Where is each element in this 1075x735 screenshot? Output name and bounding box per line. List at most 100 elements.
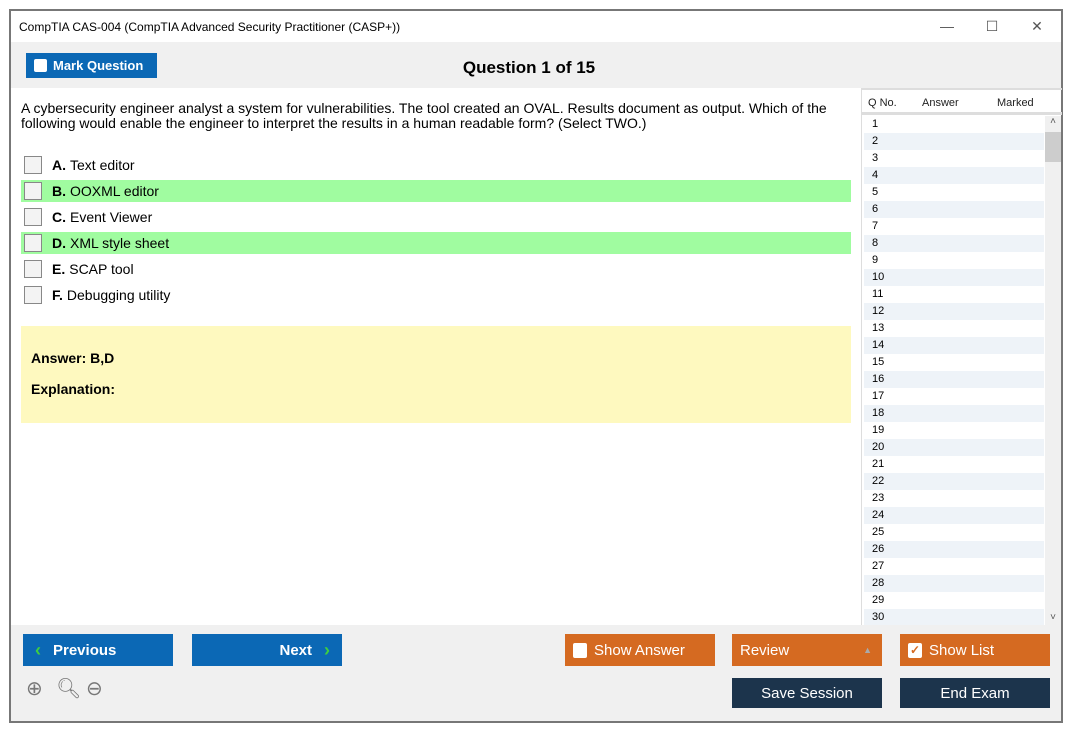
- list-row[interactable]: 23: [872, 492, 885, 504]
- scrollbar[interactable]: ˄ ˅: [1045, 116, 1061, 625]
- option-letter: F.: [52, 287, 63, 303]
- col-qno[interactable]: Q No.: [868, 97, 897, 109]
- chevron-right-icon: ›: [324, 639, 330, 660]
- option-text: Debugging utility: [66, 287, 171, 303]
- show-answer-label: Show Answer: [594, 641, 685, 659]
- end-exam-button[interactable]: End Exam: [900, 678, 1050, 708]
- list-row[interactable]: 12: [864, 303, 1044, 320]
- list-row[interactable]: 15: [872, 356, 885, 368]
- answer-option[interactable]: D. XML style sheet: [21, 232, 851, 254]
- list-row[interactable]: 9: [872, 254, 879, 266]
- option-checkbox[interactable]: [24, 234, 42, 252]
- list-row[interactable]: 2: [864, 133, 1044, 150]
- zoom-in-icon[interactable]: ⊕: [26, 678, 43, 700]
- list-row[interactable]: 6: [864, 201, 1044, 218]
- answer-option[interactable]: F. Debugging utility: [21, 284, 851, 306]
- list-row[interactable]: 13: [872, 322, 885, 334]
- list-row[interactable]: 19: [872, 424, 885, 436]
- review-label: Review: [740, 641, 790, 659]
- answer-option[interactable]: C. Event Viewer: [21, 206, 851, 228]
- option-text: SCAP tool: [69, 261, 134, 277]
- next-label: Next: [279, 641, 312, 659]
- show-list-label: Show List: [929, 641, 995, 659]
- header: Mark Question Question 1 of 15: [11, 42, 1061, 88]
- list-row[interactable]: 28: [864, 575, 1044, 592]
- show-list-button[interactable]: ✓ Show List: [900, 634, 1050, 666]
- answer-option[interactable]: E. SCAP tool: [21, 258, 851, 280]
- question-title: Question 1 of 15: [462, 58, 596, 77]
- list-row[interactable]: 30: [864, 609, 1044, 626]
- list-row[interactable]: 21: [872, 458, 885, 470]
- caret-up-icon: ▲: [863, 645, 872, 655]
- list-row[interactable]: 22: [864, 473, 1044, 490]
- save-session-button[interactable]: Save Session: [732, 678, 882, 708]
- zoom-out-icon[interactable]: ⊖: [86, 678, 103, 700]
- scroll-thumb[interactable]: [1045, 132, 1061, 162]
- previous-button[interactable]: ‹ Previous: [23, 634, 173, 666]
- option-text: Event Viewer: [70, 209, 153, 225]
- list-row[interactable]: 24: [864, 507, 1044, 524]
- col-answer[interactable]: Answer: [922, 97, 959, 109]
- mark-question-label: Mark Question: [53, 58, 144, 73]
- checkbox-icon: [34, 59, 47, 72]
- minimize-button[interactable]: —: [940, 18, 954, 34]
- option-letter: D.: [52, 235, 66, 251]
- option-letter: C.: [52, 209, 66, 225]
- list-row[interactable]: 4: [864, 167, 1044, 184]
- close-button[interactable]: ✕: [1031, 18, 1043, 34]
- list-row[interactable]: 16: [864, 371, 1044, 388]
- option-checkbox[interactable]: [24, 208, 42, 226]
- answer-label: Answer: B,D: [31, 350, 115, 366]
- option-letter: A.: [52, 157, 66, 173]
- list-row[interactable]: 1: [872, 118, 879, 130]
- list-row[interactable]: 5: [872, 186, 879, 198]
- list-header: Q No. Answer Marked: [862, 88, 1062, 115]
- list-row[interactable]: 18: [864, 405, 1044, 422]
- footer: ‹ Previous Next › Show Answer Review ▲ ✓ Sho…: [11, 625, 1061, 721]
- option-text: XML style sheet: [70, 235, 170, 251]
- previous-label: Previous: [53, 641, 117, 659]
- option-letter: B.: [52, 183, 66, 199]
- list-row[interactable]: 11: [872, 288, 884, 300]
- list-row[interactable]: 14: [864, 337, 1044, 354]
- mark-question-button[interactable]: Mark Question: [26, 53, 157, 78]
- answer-option[interactable]: B. OOXML editor: [21, 180, 851, 202]
- question-list: Q No. Answer Marked 1 2 3 4 5 6 7 8 9 10 11 12 13 14 1…: [861, 88, 1062, 626]
- list-row[interactable]: 10: [864, 269, 1044, 286]
- option-letter: E.: [52, 261, 66, 277]
- list-row[interactable]: 17: [872, 390, 885, 402]
- title-bar: CompTIA CAS-004 (CompTIA Advanced Securi…: [11, 11, 1061, 42]
- maximize-button[interactable]: ☐: [985, 18, 999, 34]
- option-checkbox[interactable]: [24, 156, 42, 174]
- list-row[interactable]: 25: [872, 526, 885, 538]
- review-dropdown[interactable]: Review ▲: [732, 634, 882, 666]
- option-checkbox[interactable]: [24, 260, 42, 278]
- checkbox-icon: [573, 642, 587, 658]
- list-row[interactable]: 3: [872, 152, 879, 164]
- show-answer-button[interactable]: Show Answer: [565, 634, 715, 666]
- option-checkbox[interactable]: [24, 182, 42, 200]
- list-row[interactable]: 8: [864, 235, 1044, 252]
- checkbox-checked-icon: ✓: [908, 642, 922, 658]
- answer-option[interactable]: A. Text editor: [21, 154, 851, 176]
- list-row[interactable]: 20: [864, 439, 1044, 456]
- scroll-down-icon[interactable]: ˅: [1050, 612, 1056, 623]
- list-row[interactable]: 29: [872, 594, 885, 606]
- question-panel: A cybersecurity engineer analyst a syste…: [11, 88, 861, 625]
- chevron-left-icon: ‹: [35, 639, 41, 660]
- option-checkbox[interactable]: [24, 286, 42, 304]
- explanation-label: Explanation:: [31, 381, 116, 397]
- next-button[interactable]: Next ›: [192, 634, 342, 666]
- question-text: A cybersecurity engineer analyst a syste…: [21, 100, 827, 131]
- option-text: OOXML editor: [70, 183, 159, 199]
- window-title: CompTIA CAS-004 (CompTIA Advanced Securi…: [19, 20, 401, 34]
- app-window: CompTIA CAS-004 (CompTIA Advanced Securi…: [9, 9, 1063, 723]
- list-row[interactable]: 27: [872, 560, 885, 572]
- zoom-reset-icon[interactable]: 🔍︎: [56, 678, 82, 700]
- list-row[interactable]: 7: [872, 220, 879, 232]
- answer-box: Answer: B,D Explanation:: [21, 326, 851, 423]
- option-text: Text editor: [70, 157, 135, 173]
- scroll-up-icon[interactable]: ˄: [1050, 116, 1056, 127]
- col-marked[interactable]: Marked: [997, 97, 1034, 109]
- list-row[interactable]: 26: [864, 541, 1044, 558]
